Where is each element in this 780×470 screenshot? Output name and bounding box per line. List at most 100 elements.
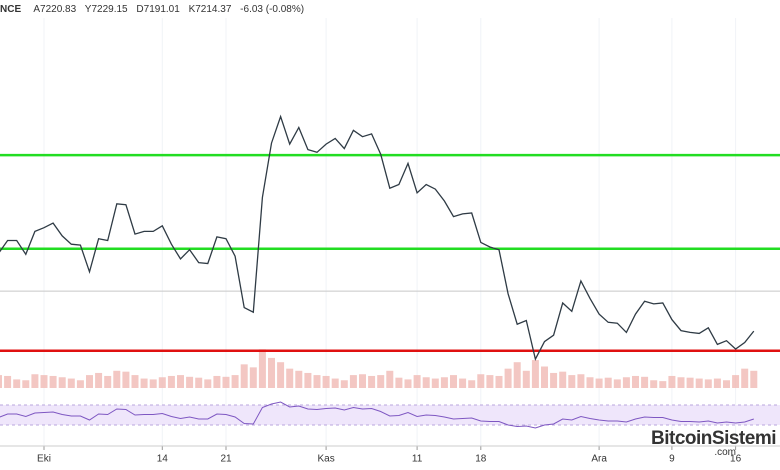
volume-bar [522,370,530,388]
volume-bar [222,376,230,388]
volume-bar [732,375,740,388]
price-line [0,114,755,361]
volume-bar [686,377,694,388]
volume-bar [231,375,239,388]
volume-bar [668,375,676,388]
volume-bar [76,380,84,388]
open: A7220.83 [33,4,77,15]
volume-bar [559,371,567,388]
volume-bar [723,380,730,388]
volume-bar [713,378,721,388]
volume-bar [595,378,603,388]
x-tick-label: 11 [412,454,423,465]
watermark-domain: .com [714,447,736,458]
volume-bar [641,376,649,388]
volume-bar [295,370,303,388]
volume-bar [495,375,503,388]
high: Y7229.15 [84,4,128,15]
volume-bar [258,349,266,388]
volume-bar [632,375,639,388]
volume-bar [331,378,339,388]
volume-bar [40,375,48,388]
volume-bar [131,375,139,388]
volume-bar [477,374,485,388]
volume-bar [268,357,275,388]
volume-bar [277,362,285,388]
x-tick-label: Kas [317,454,334,465]
volume-bar [122,371,130,388]
rsi-band [0,405,780,425]
x-tick-label: 18 [475,454,487,465]
volume-bar [395,377,403,388]
volume-bar [13,379,21,388]
volume-bar [86,375,93,388]
volume-bar [604,377,612,388]
volume-bar [49,375,57,388]
volume-bar [741,368,749,388]
volume-bar [113,370,121,388]
volume-bar [613,379,621,388]
volume-bar [167,375,175,388]
rsi-line [0,401,754,429]
volume-bar [422,377,430,388]
change: -6.03 (-0.08%) [240,4,305,15]
volume-bar [622,377,630,388]
volume-bar [704,379,712,388]
volume-bar [67,378,75,388]
volume-bar [513,362,521,388]
x-tick-label: Ara [591,454,607,465]
volume-bar [149,379,157,388]
volume-bar [695,378,703,388]
volume-bar [140,378,148,388]
volume-bar [240,364,248,388]
volume-bar [459,378,467,388]
volume-bar [0,375,2,388]
volume-bar [541,366,548,388]
volume-bar [249,367,257,388]
volume-bar [349,375,357,388]
volume-bar [58,377,66,388]
x-tick-label: 9 [669,454,675,465]
volume-bar [677,377,685,388]
volume-bar [95,372,103,388]
volume-bar [450,375,457,388]
watermark-name: BitcoinSistemi [651,428,776,449]
x-tick-label: 16 [730,454,742,465]
volume-bar [177,375,184,388]
volume-bar [304,372,312,388]
volume-bar [213,375,221,388]
volume-bar [322,375,330,388]
volume-bar [550,372,558,388]
volume-bar [313,375,321,388]
volume-bar [577,374,585,388]
volume-bar [486,375,494,388]
volume-bar [22,380,30,388]
volume-bar [186,376,194,388]
volume-bar [468,380,476,388]
volume-bar [195,377,203,388]
volume-bar [377,375,385,388]
low: D7191.01 [136,4,180,15]
volume-bar [368,375,376,388]
volume-bar [504,368,512,388]
volume-bar [431,378,439,388]
volume-bar [659,381,667,388]
volume-bar [340,380,348,388]
watermark: BitcoinSistemi .com [651,428,776,458]
volume-bar [31,374,39,388]
symbol: NCE [0,4,22,15]
x-tick-label: Eki [37,454,51,465]
volume-bar [750,370,758,388]
x-tick-label: 21 [220,454,232,465]
volume-bar [4,375,12,388]
volume-bar [650,380,658,388]
volume-bar [359,374,366,388]
volume-bar [413,375,421,388]
volume-bar [404,379,412,388]
volume-bar [586,377,594,388]
volume-bar [386,370,394,388]
volume-bar [204,379,212,388]
volume-bar [158,377,166,388]
